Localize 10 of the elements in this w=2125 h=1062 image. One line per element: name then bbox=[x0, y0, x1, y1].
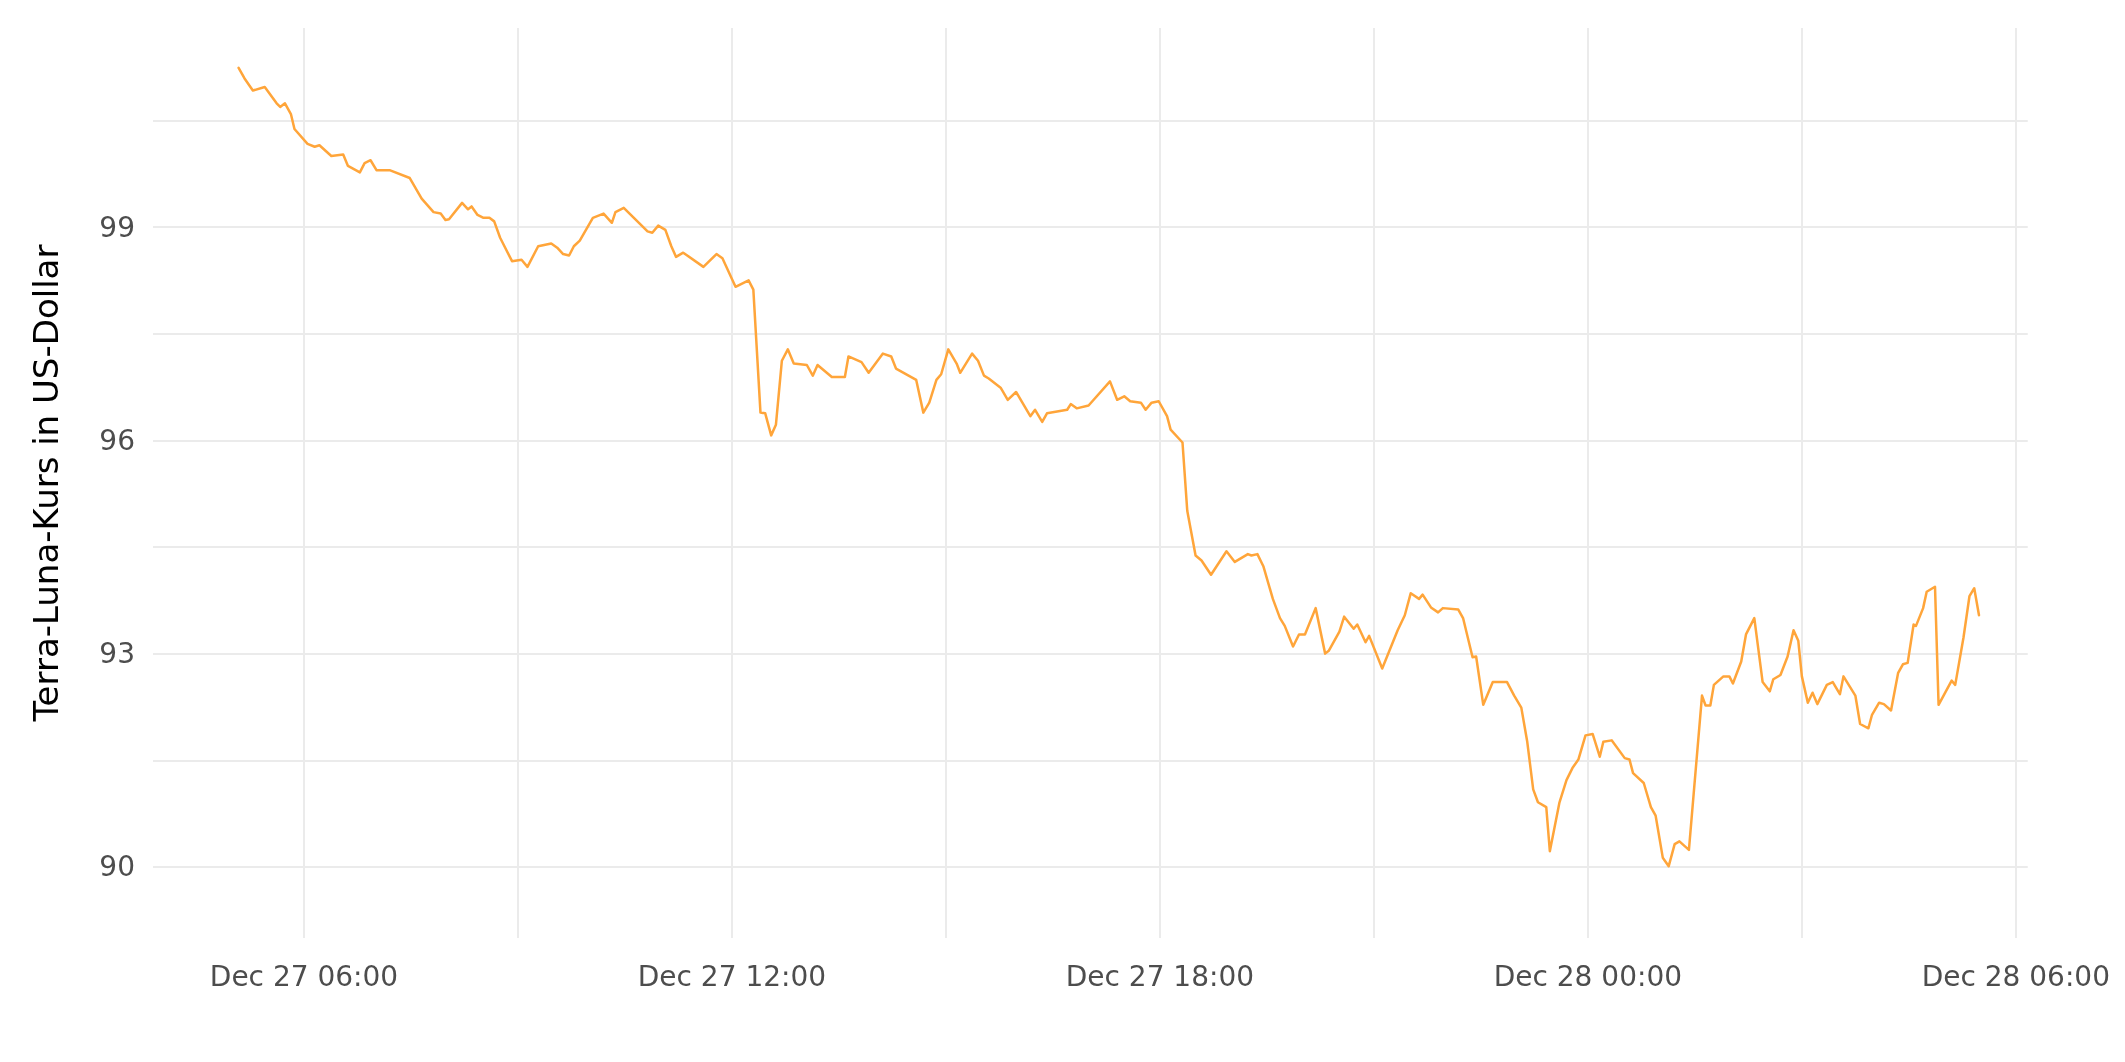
y-tick-label: 93 bbox=[99, 637, 135, 671]
x-tick-label: Dec 27 18:00 bbox=[1065, 959, 1255, 993]
y-tick-label: 90 bbox=[99, 850, 135, 884]
x-tick-label: Dec 27 06:00 bbox=[209, 959, 399, 993]
y-tick-label: 99 bbox=[99, 210, 135, 244]
y-tick-label: 96 bbox=[99, 423, 135, 457]
y-axis-title: Terra-Luna-Kurs in US-Dollar bbox=[26, 244, 66, 723]
x-tick-label: Dec 28 06:00 bbox=[1921, 959, 2110, 993]
x-tick-label: Dec 27 12:00 bbox=[637, 959, 827, 993]
x-tick-label: Dec 28 00:00 bbox=[1493, 959, 1683, 993]
